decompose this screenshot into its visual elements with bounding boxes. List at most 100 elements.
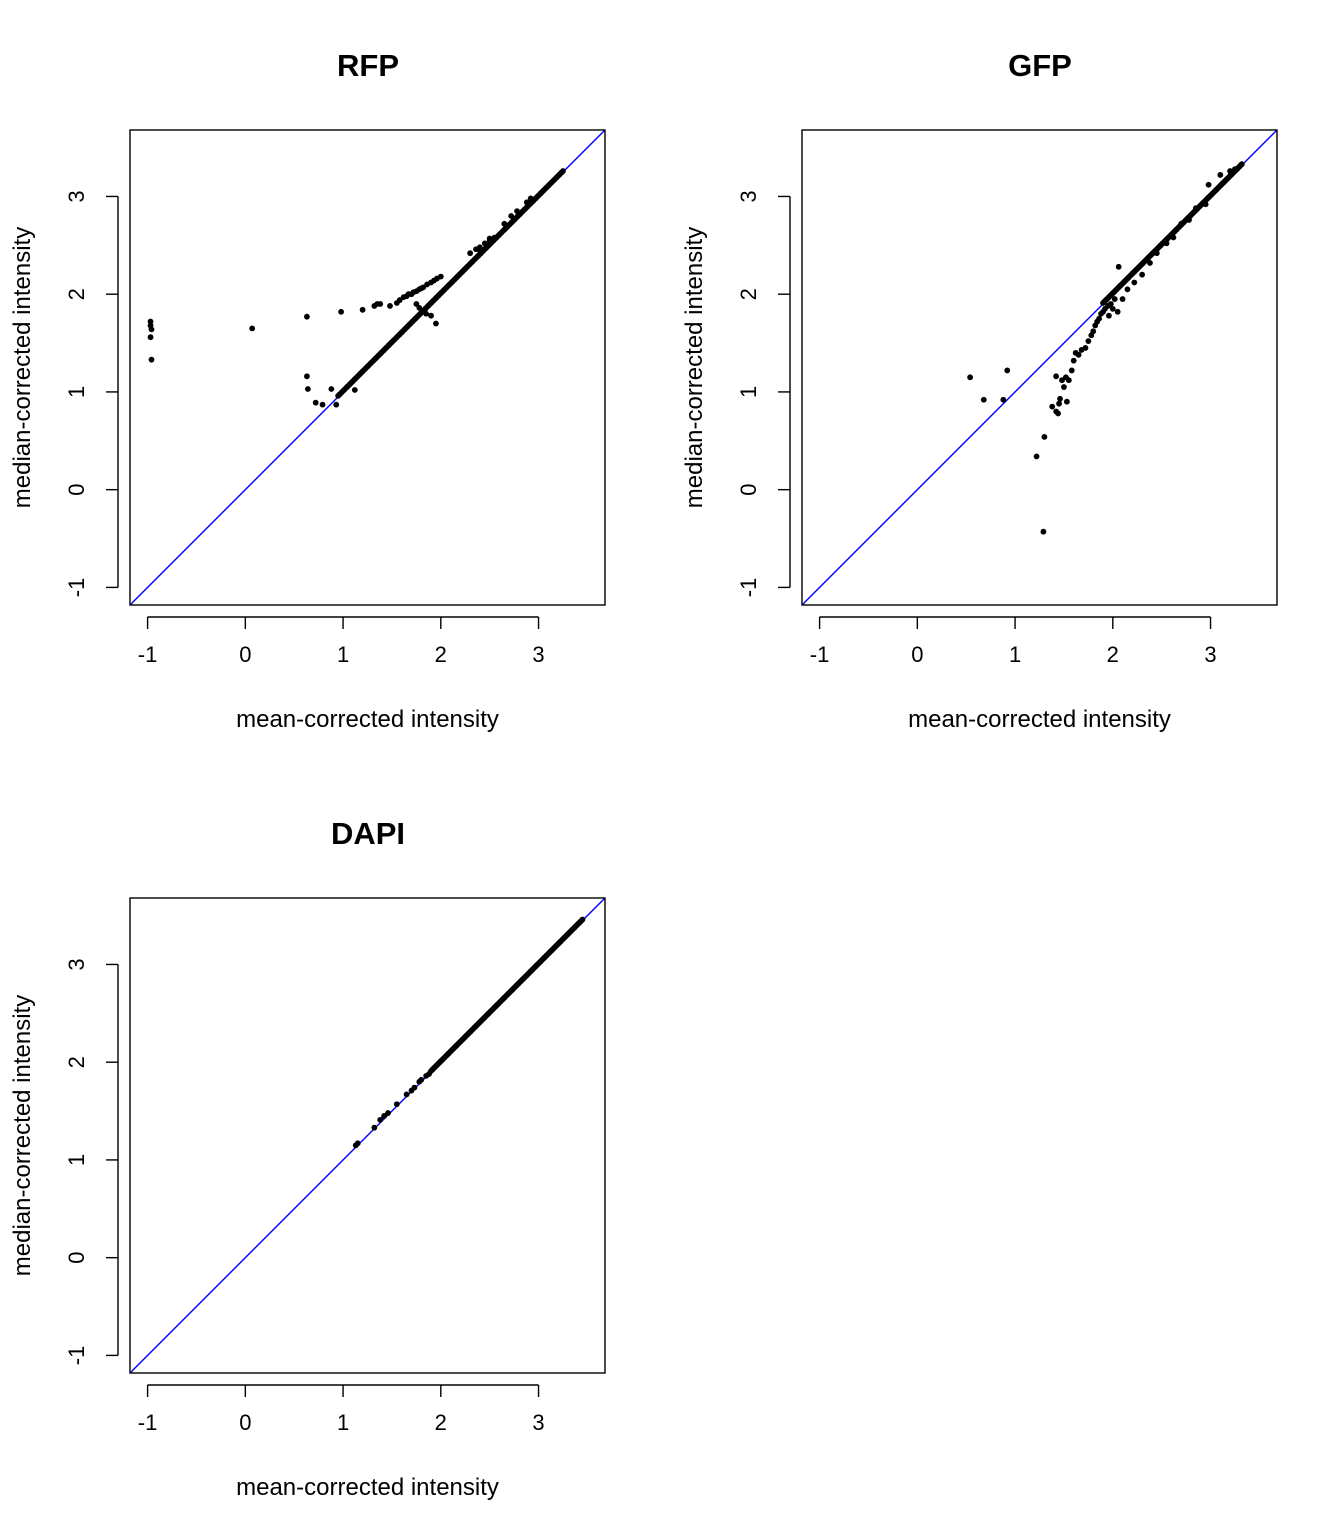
data-point bbox=[514, 208, 520, 215]
data-point bbox=[1186, 217, 1192, 223]
data-point bbox=[403, 1091, 410, 1098]
data-point bbox=[523, 199, 530, 206]
data-point bbox=[481, 240, 488, 247]
data-point bbox=[1063, 398, 1070, 405]
data-point bbox=[1055, 410, 1061, 417]
data-point bbox=[1153, 250, 1160, 257]
data-point bbox=[437, 273, 444, 280]
point-group bbox=[147, 168, 566, 408]
data-point bbox=[1057, 395, 1063, 402]
data-point bbox=[354, 1140, 361, 1147]
x-tick-label: -1 bbox=[138, 1410, 158, 1435]
chart-panel-dapi: DAPI -1 0 1 2 3 -1 0 1 2 3 mean-corrected intensity… bbox=[9, 816, 606, 1501]
data-point bbox=[148, 326, 155, 333]
data-point bbox=[1131, 279, 1138, 286]
data-point bbox=[1227, 168, 1233, 174]
data-point bbox=[1004, 367, 1011, 374]
data-point bbox=[1139, 271, 1146, 278]
data-point bbox=[377, 301, 384, 307]
data-point bbox=[1041, 433, 1048, 440]
data-point bbox=[249, 325, 256, 332]
data-point bbox=[385, 1110, 391, 1116]
data-point bbox=[1085, 338, 1092, 345]
x-tick-label: 2 bbox=[435, 642, 447, 667]
y-axis-label: median-corrected intensity bbox=[681, 227, 708, 508]
data-point bbox=[304, 313, 310, 320]
x-tick-label: 0 bbox=[911, 642, 923, 667]
data-point bbox=[423, 310, 430, 317]
data-point bbox=[304, 386, 311, 392]
data-point bbox=[416, 304, 423, 311]
plot-frame bbox=[129, 129, 606, 606]
data-point bbox=[1090, 328, 1097, 335]
data-point bbox=[411, 1084, 418, 1091]
data-point bbox=[527, 195, 534, 202]
x-axis-label: mean-corrected intensity bbox=[908, 706, 1171, 733]
data-point bbox=[1170, 234, 1177, 241]
point-group bbox=[967, 161, 1245, 535]
x-axis-label: mean-corrected intensity bbox=[236, 1474, 499, 1501]
data-point bbox=[579, 916, 586, 923]
data-point bbox=[491, 234, 498, 241]
data-point bbox=[1192, 205, 1199, 212]
data-point bbox=[428, 312, 434, 319]
data-point bbox=[1115, 263, 1122, 270]
data-point bbox=[1202, 201, 1209, 208]
data-point bbox=[1147, 260, 1153, 266]
data-point bbox=[1105, 312, 1112, 319]
data-point bbox=[148, 356, 155, 363]
x-tick-label: 1 bbox=[337, 1410, 349, 1435]
data-point bbox=[1000, 396, 1007, 403]
chart-title: RFP bbox=[337, 48, 399, 83]
chart-panel-gfp: GFP -1 0 1 2 3 -1 0 1 2 3 mean-corrected intensity m… bbox=[681, 48, 1278, 733]
y-tick-label: 3 bbox=[736, 190, 761, 202]
y-tick-label: 1 bbox=[64, 386, 89, 398]
data-point bbox=[418, 1076, 425, 1083]
data-point bbox=[1033, 453, 1040, 460]
data-point bbox=[980, 396, 987, 403]
data-point bbox=[333, 401, 340, 408]
chart-title: DAPI bbox=[331, 816, 405, 851]
data-point bbox=[1061, 384, 1067, 390]
data-point bbox=[1238, 161, 1245, 168]
y-tick-label: -1 bbox=[736, 578, 761, 598]
y-tick-label: -1 bbox=[64, 578, 89, 598]
data-point bbox=[328, 386, 335, 392]
data-point bbox=[1205, 181, 1212, 188]
data-point bbox=[508, 213, 515, 219]
y-tick-label: 2 bbox=[736, 288, 761, 300]
data-point bbox=[426, 1071, 432, 1077]
data-point bbox=[560, 168, 566, 174]
x-tick-label: 3 bbox=[532, 642, 544, 667]
point-group bbox=[352, 916, 586, 1149]
data-point bbox=[1065, 377, 1072, 384]
x-axis-label: mean-corrected intensity bbox=[236, 706, 499, 733]
chart-panel-rfp: RFP -1 0 1 2 3 -1 0 1 2 3 mean-corrected intensity m… bbox=[9, 48, 606, 733]
data-point bbox=[1070, 357, 1077, 364]
y-tick-label: -1 bbox=[64, 1346, 89, 1366]
data-point bbox=[467, 250, 474, 257]
y-tick-label: 0 bbox=[736, 484, 761, 496]
data-point bbox=[1107, 301, 1114, 307]
y-tick-label: 2 bbox=[64, 1056, 89, 1068]
data-point bbox=[377, 1116, 384, 1123]
data-point bbox=[1109, 305, 1116, 312]
x-tick-label: 1 bbox=[1009, 642, 1021, 667]
data-point bbox=[1082, 345, 1089, 351]
data-point bbox=[1056, 400, 1062, 407]
data-point bbox=[1124, 286, 1131, 293]
y-axis-label: median-corrected intensity bbox=[9, 227, 36, 508]
x-tick-label: -1 bbox=[810, 642, 830, 667]
y-tick-label: 2 bbox=[64, 288, 89, 300]
data-point bbox=[486, 235, 493, 242]
data-point bbox=[338, 308, 345, 315]
x-tick-label: 2 bbox=[1107, 642, 1119, 667]
data-point bbox=[1163, 240, 1170, 247]
data-point bbox=[1232, 166, 1238, 172]
plot-frame bbox=[129, 897, 606, 1374]
x-tick-label: 2 bbox=[435, 1410, 447, 1435]
y-tick-label: 0 bbox=[64, 1252, 89, 1264]
x-tick-label: 0 bbox=[239, 642, 251, 667]
data-point bbox=[1114, 308, 1121, 315]
